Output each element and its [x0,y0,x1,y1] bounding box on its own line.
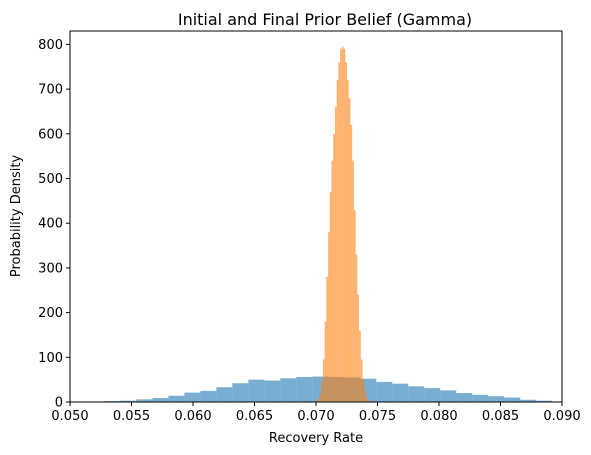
histogram-bar-series-1 [317,398,320,402]
y-tick-label: 600 [38,127,63,142]
histogram-bar-series-1 [362,379,365,402]
histogram-bar-series-0 [264,380,281,402]
y-tick-label: 300 [38,261,63,276]
y-tick-label: 800 [38,38,63,53]
histogram-bar-series-1 [346,80,349,403]
histogram-bar-series-0 [376,381,393,402]
histogram-bar-series-0 [296,376,313,402]
histogram-bar-series-1 [324,321,327,402]
histogram-bar-series-0 [520,399,537,402]
y-axis-label: Probability Density [9,155,24,278]
histogram-bar-series-0 [248,379,265,402]
plot-area [70,46,553,403]
histogram-bar-series-0 [184,392,201,402]
histogram-bar-series-0 [120,400,137,402]
x-tick-label: 0.070 [297,409,334,424]
x-tick-label: 0.075 [359,409,396,424]
histogram-bar-series-0 [456,393,473,402]
histogram-bar-series-1 [333,133,335,402]
histogram-bar-series-1 [338,62,341,403]
plot-frame [69,30,563,403]
histogram-bar-series-1 [343,48,346,402]
histogram-bar-series-1 [336,80,339,403]
histogram-bar-series-1 [359,330,361,402]
histogram-bar-series-1 [348,98,351,403]
histogram-bar-series-0 [280,378,297,402]
x-tick-label: 0.050 [51,409,88,424]
y-tick-label: 400 [38,217,63,232]
histogram-bar-series-0 [216,387,233,402]
x-tick-label: 0.055 [113,409,150,424]
histogram-bar-series-0 [408,386,425,402]
x-axis-label: Recovery Rate [269,431,363,446]
chart-title: Initial and Final Prior Belief (Gamma) [178,10,472,29]
histogram-bar-series-1 [353,209,356,402]
histogram-bar-series-0 [392,383,409,402]
histogram-bar-series-1 [365,397,368,402]
x-tick-label: 0.090 [543,409,580,424]
histogram-bar-series-0 [200,390,217,402]
histogram-bar-series-1 [352,160,354,402]
histogram-bar-series-0 [136,399,153,402]
histogram-bar-series-1 [340,48,342,402]
histogram-bar-series-0 [488,396,505,402]
x-tick-label: 0.065 [236,409,273,424]
histogram-bar-series-1 [341,46,344,402]
y-tick-label: 0 [55,396,63,411]
histogram-bar-series-1 [322,359,325,402]
histogram-bar-series-0 [424,388,441,402]
histogram-bar-series-1 [331,160,334,402]
histogram-bar-series-1 [345,62,347,403]
histogram-bar-series-0 [440,390,457,402]
histogram-bar-series-1 [367,400,370,402]
x-tick-label: 0.080 [420,409,457,424]
histogram-bar-series-0 [536,400,553,402]
histogram-bar-series-1 [328,232,330,402]
bars-layer [70,46,553,403]
y-tick-label: 500 [38,172,63,187]
y-axis: 0 100 200 300 400 500 600 700 800 [38,38,70,411]
histogram-bar-series-1 [360,359,363,402]
x-axis: 0.050 0.055 0.060 0.065 0.070 0.075 0.080 0.085… [51,402,581,424]
histogram-bar-series-0 [232,383,249,402]
histogram-bar-series-0 [152,397,169,402]
y-tick-label: 100 [38,351,63,366]
x-tick-label: 0.060 [174,409,211,424]
y-tick-label: 200 [38,306,63,321]
histogram-bar-series-1 [355,254,358,402]
x-tick-label: 0.085 [482,409,519,424]
histogram-bar-series-1 [326,276,329,402]
histogram-bar-series-1 [364,390,366,402]
y-tick-label: 700 [38,83,63,98]
histogram-bar-series-0 [472,394,489,402]
histogram-bar-series-1 [321,381,323,402]
histogram-bar-series-0 [504,397,521,402]
histogram-bar-series-0 [168,395,185,402]
histogram-bar-series-1 [357,294,360,402]
histogram-bar-series-1 [319,393,322,402]
histogram-bar-series-1 [329,191,332,402]
histogram-bar-series-1 [350,124,353,403]
histogram-bar-series-1 [334,106,337,403]
